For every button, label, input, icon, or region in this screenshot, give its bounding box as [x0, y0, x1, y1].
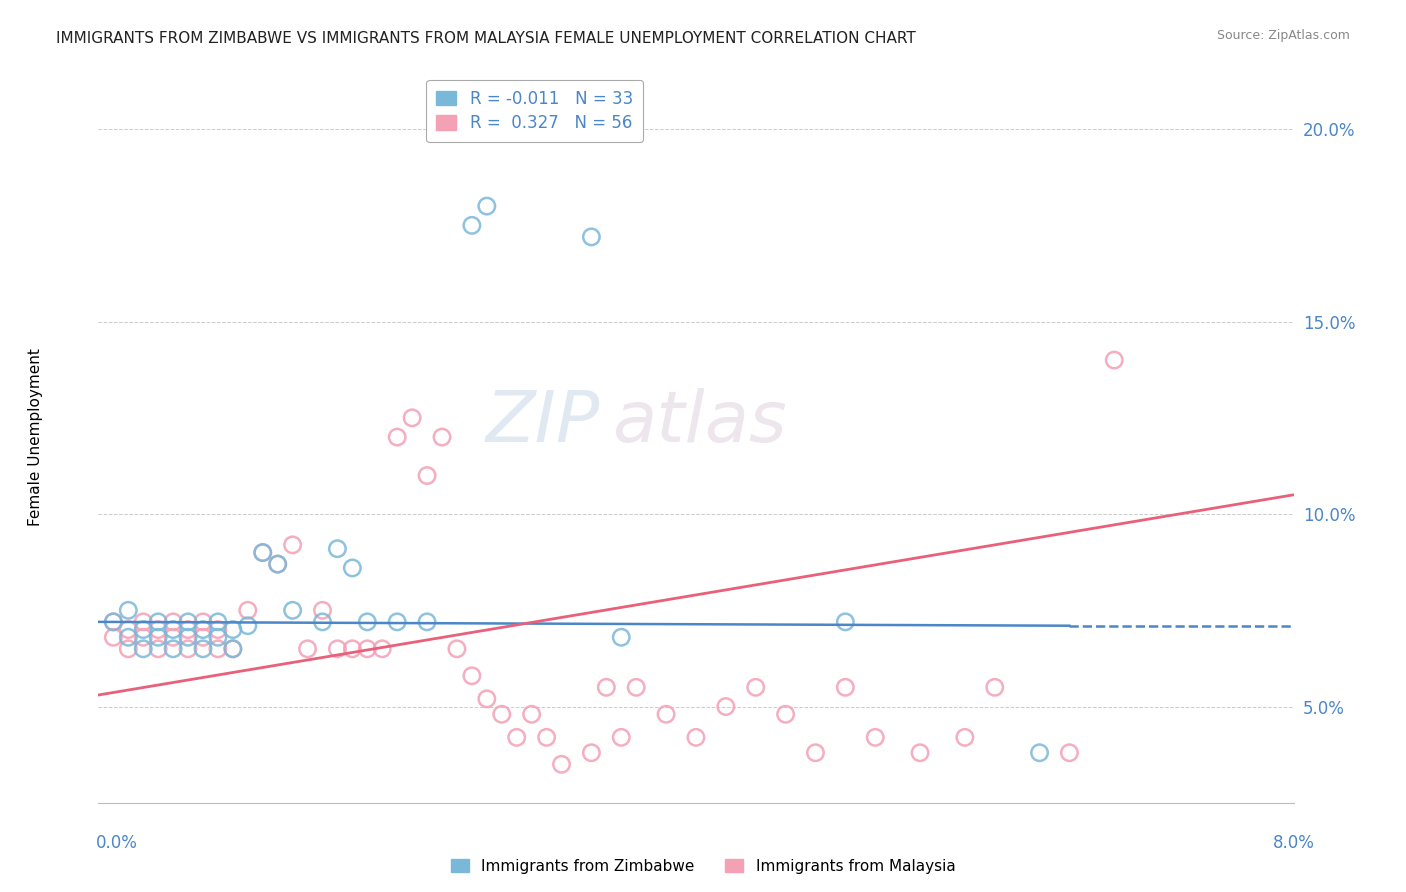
Point	[191, 615, 214, 629]
Point	[162, 623, 184, 637]
Point	[581, 230, 603, 244]
Point	[267, 557, 290, 571]
Point	[461, 219, 484, 233]
Point	[401, 410, 423, 425]
Point	[506, 731, 529, 745]
Point	[311, 603, 333, 617]
Text: 0.0%: 0.0%	[96, 834, 138, 852]
Point	[222, 641, 245, 656]
Point	[236, 618, 259, 632]
Point	[342, 641, 364, 656]
Point	[342, 561, 364, 575]
Point	[117, 641, 139, 656]
Point	[475, 199, 498, 213]
Point	[685, 731, 707, 745]
Legend: Immigrants from Zimbabwe, Immigrants from Malaysia: Immigrants from Zimbabwe, Immigrants fro…	[444, 853, 962, 880]
Point	[281, 603, 304, 617]
Point	[191, 641, 214, 656]
Point	[103, 615, 125, 629]
Point	[984, 681, 1007, 695]
Text: ZIP: ZIP	[486, 388, 600, 457]
Point	[162, 630, 184, 644]
Point	[461, 669, 484, 683]
Point	[177, 623, 200, 637]
Point	[132, 615, 155, 629]
Text: 8.0%: 8.0%	[1272, 834, 1315, 852]
Point	[252, 545, 274, 559]
Point	[804, 746, 827, 760]
Point	[297, 641, 319, 656]
Point	[1104, 353, 1126, 368]
Point	[714, 699, 737, 714]
Point	[148, 630, 170, 644]
Point	[385, 430, 409, 444]
Point	[148, 615, 170, 629]
Point	[834, 681, 856, 695]
Point	[148, 641, 170, 656]
Point	[132, 641, 155, 656]
Point	[117, 623, 139, 637]
Text: Source: ZipAtlas.com: Source: ZipAtlas.com	[1216, 29, 1350, 42]
Point	[311, 615, 333, 629]
Text: IMMIGRANTS FROM ZIMBABWE VS IMMIGRANTS FROM MALAYSIA FEMALE UNEMPLOYMENT CORRELA: IMMIGRANTS FROM ZIMBABWE VS IMMIGRANTS F…	[56, 31, 915, 46]
Point	[326, 641, 349, 656]
Point	[326, 541, 349, 556]
Point	[1059, 746, 1081, 760]
Point	[908, 746, 931, 760]
Point	[191, 630, 214, 644]
Point	[416, 615, 439, 629]
Point	[207, 630, 229, 644]
Point	[610, 731, 633, 745]
Point	[117, 603, 139, 617]
Point	[117, 630, 139, 644]
Point	[252, 545, 274, 559]
Legend: R = -0.011   N = 33, R =  0.327   N = 56: R = -0.011 N = 33, R = 0.327 N = 56	[426, 79, 643, 143]
Point	[745, 681, 768, 695]
Point	[595, 681, 617, 695]
Point	[536, 731, 558, 745]
Point	[162, 615, 184, 629]
Point	[103, 630, 125, 644]
Point	[103, 615, 125, 629]
Point	[148, 623, 170, 637]
Point	[222, 641, 245, 656]
Point	[834, 615, 856, 629]
Point	[207, 615, 229, 629]
Point	[162, 641, 184, 656]
Point	[281, 538, 304, 552]
Point	[1028, 746, 1050, 760]
Point	[356, 641, 378, 656]
Point	[267, 557, 290, 571]
Point	[953, 731, 976, 745]
Point	[207, 641, 229, 656]
Point	[491, 707, 513, 722]
Point	[222, 623, 245, 637]
Point	[775, 707, 797, 722]
Point	[865, 731, 887, 745]
Point	[177, 630, 200, 644]
Y-axis label: Female Unemployment: Female Unemployment	[28, 348, 42, 526]
Text: atlas: atlas	[613, 388, 787, 457]
Point	[132, 623, 155, 637]
Point	[356, 615, 378, 629]
Point	[581, 746, 603, 760]
Point	[475, 691, 498, 706]
Point	[550, 757, 572, 772]
Point	[610, 630, 633, 644]
Point	[207, 623, 229, 637]
Point	[132, 630, 155, 644]
Point	[520, 707, 543, 722]
Point	[446, 641, 468, 656]
Point	[385, 615, 409, 629]
Point	[191, 623, 214, 637]
Point	[655, 707, 678, 722]
Point	[430, 430, 453, 444]
Point	[371, 641, 394, 656]
Point	[236, 603, 259, 617]
Point	[177, 641, 200, 656]
Point	[177, 615, 200, 629]
Point	[416, 468, 439, 483]
Point	[626, 681, 648, 695]
